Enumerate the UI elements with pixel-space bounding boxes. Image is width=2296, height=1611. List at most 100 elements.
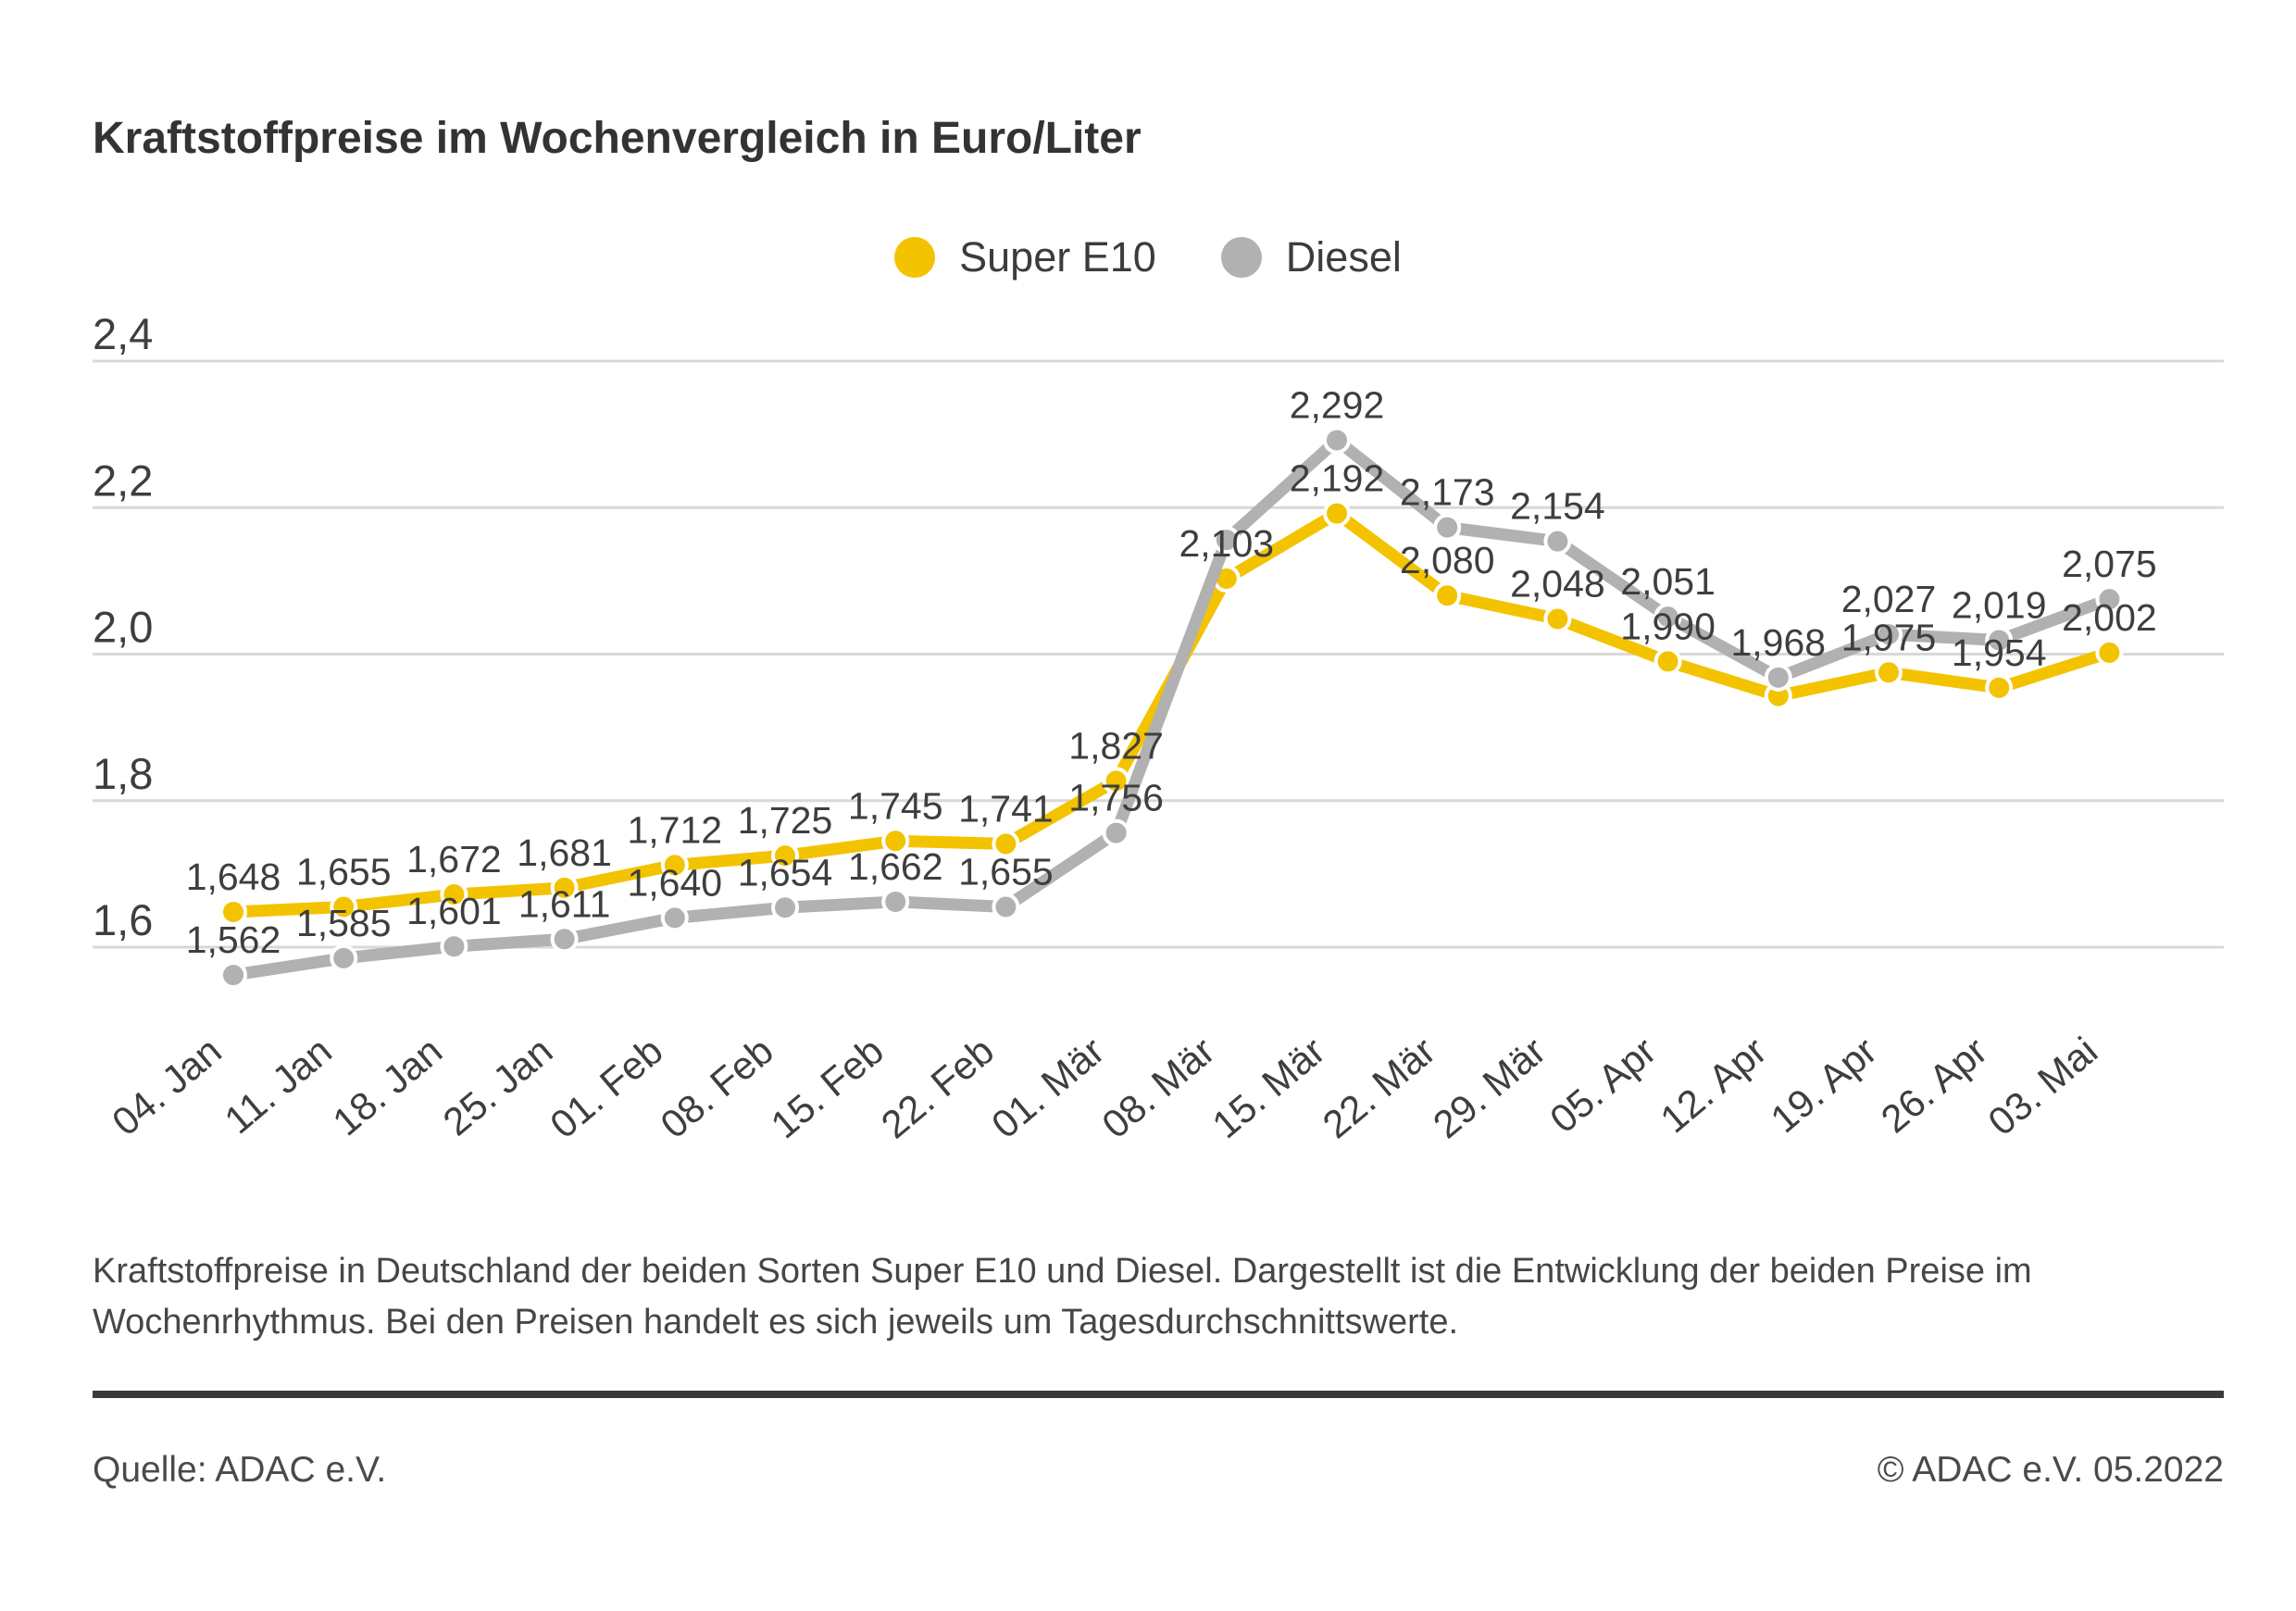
x-tick-label: 08. Feb: [652, 1029, 780, 1147]
x-tick-label: 12. Apr: [1652, 1029, 1774, 1142]
data-point: [1543, 605, 1572, 633]
data-point-label: 1,712: [627, 808, 722, 851]
legend-item-super-e10: Super E10: [894, 233, 1156, 281]
data-point: [1102, 767, 1130, 795]
data-point-label: 1,611: [518, 882, 611, 925]
legend-dot-diesel-icon: [1220, 237, 1262, 278]
data-point: [1433, 513, 1462, 542]
data-point-label: 2,103: [1179, 522, 1274, 565]
x-tick-label: 15. Feb: [763, 1029, 892, 1147]
legend: Super E10 Diesel: [0, 233, 2296, 281]
data-point: [1653, 647, 1682, 676]
source-text: Quelle: ADAC e.V.: [93, 1450, 387, 1490]
x-tick-label: 22. Mär: [1315, 1029, 1443, 1147]
data-point-label: 2,154: [1510, 485, 1605, 528]
series-line-diesel: [232, 433, 2112, 981]
legend-dot-super-e10-icon: [894, 237, 936, 278]
data-point: [2095, 585, 2124, 614]
data-point-label: 2,292: [1290, 383, 1385, 426]
data-point-label: 1,756: [1068, 777, 1164, 819]
x-tick-label: 22. Feb: [873, 1029, 1002, 1147]
data-point: [771, 842, 799, 870]
data-point: [440, 932, 468, 961]
data-point-label: 1,745: [848, 784, 943, 827]
footer: Quelle: ADAC e.V. © ADAC e.V. 05.2022: [93, 1450, 2224, 1491]
data-point: [1433, 581, 1462, 610]
data-point-label: 1,654: [738, 851, 833, 893]
data-point: [550, 873, 579, 902]
data-point: [992, 893, 1020, 921]
y-tick-label: 2,4: [93, 309, 153, 358]
data-point: [330, 893, 358, 921]
x-tick-label: 01. Mär: [983, 1029, 1112, 1147]
x-tick-label: 19. Apr: [1763, 1029, 1885, 1142]
data-point-label: 2,080: [1400, 539, 1495, 581]
data-point: [219, 961, 247, 990]
data-point: [1543, 527, 1572, 556]
data-point: [2095, 638, 2124, 667]
data-point: [1212, 526, 1241, 555]
data-point: [771, 893, 799, 922]
x-tick-label: 04. Jan: [104, 1029, 230, 1144]
data-point-label: 1,585: [296, 902, 392, 944]
data-point: [550, 925, 579, 954]
data-point: [1323, 499, 1351, 528]
data-point-label: 1,662: [848, 845, 943, 888]
x-tick-label: 11. Jan: [217, 1029, 340, 1143]
data-point-label: 2,075: [2062, 543, 2157, 585]
data-point-label: 2,051: [1620, 560, 1716, 603]
legend-label-diesel: Diesel: [1285, 233, 1402, 281]
data-point: [330, 943, 358, 972]
x-tick-label: 01. Feb: [542, 1029, 670, 1147]
data-point: [660, 851, 689, 880]
data-point: [219, 898, 247, 927]
data-point-label: 1,601: [406, 890, 502, 932]
x-tick-label: 15. Mär: [1204, 1029, 1332, 1147]
data-point: [1102, 818, 1130, 847]
y-tick-label: 2,2: [93, 456, 153, 505]
data-point-label: 1,827: [1068, 724, 1164, 767]
x-tick-label: 18. Jan: [324, 1029, 450, 1144]
data-point: [1875, 658, 1903, 687]
description-line-1: Kraftstoffpreise in Deutschland der beid…: [93, 1252, 2032, 1291]
y-tick-label: 1,8: [93, 749, 153, 798]
data-point-label: 2,027: [1841, 578, 1937, 620]
data-point: [881, 887, 910, 916]
data-point: [440, 880, 468, 909]
x-tick-label: 08. Mär: [1093, 1029, 1222, 1147]
data-point-label: 1,655: [296, 850, 392, 893]
data-point-label: 1,655: [958, 850, 1054, 893]
data-point: [1653, 603, 1682, 631]
data-point-label: 1,968: [1730, 621, 1826, 664]
data-point-label: 2,173: [1400, 471, 1495, 514]
x-tick-label: 03. Mai: [1979, 1029, 2105, 1144]
data-point-label: 1,954: [1952, 631, 2047, 674]
data-point: [1764, 663, 1792, 692]
data-point: [881, 827, 910, 855]
data-point: [1875, 620, 1903, 649]
divider-rule: [93, 1391, 2224, 1398]
data-point: [1985, 626, 2014, 655]
data-point-label: 1,648: [186, 855, 281, 898]
y-tick-label: 1,6: [93, 895, 153, 944]
data-point-label: 1,741: [958, 787, 1054, 830]
legend-item-diesel: Diesel: [1220, 233, 1402, 281]
data-point-label: 1,990: [1620, 605, 1716, 647]
data-point-label: 1,681: [517, 831, 612, 874]
data-point-label: 1,725: [738, 799, 833, 842]
copyright-text: © ADAC e.V. 05.2022: [1877, 1450, 2224, 1490]
data-point-label: 2,192: [1290, 457, 1385, 500]
data-point: [660, 904, 689, 932]
legend-label-super-e10: Super E10: [959, 233, 1156, 281]
chart-description: Kraftstoffpreise in Deutschland der beid…: [93, 1246, 2032, 1348]
y-tick-label: 2,0: [93, 603, 153, 652]
x-tick-label: 29. Mär: [1425, 1029, 1554, 1147]
x-tick-label: 25. Jan: [435, 1029, 561, 1144]
data-point-label: 1,672: [406, 838, 502, 880]
data-point-label: 1,562: [186, 918, 281, 961]
page-title: Kraftstoffpreise im Wochenvergleich in E…: [93, 114, 1142, 163]
description-line-2: Wochenrhythmus. Bei den Preisen handelt …: [93, 1303, 1459, 1342]
data-point: [1323, 426, 1351, 455]
